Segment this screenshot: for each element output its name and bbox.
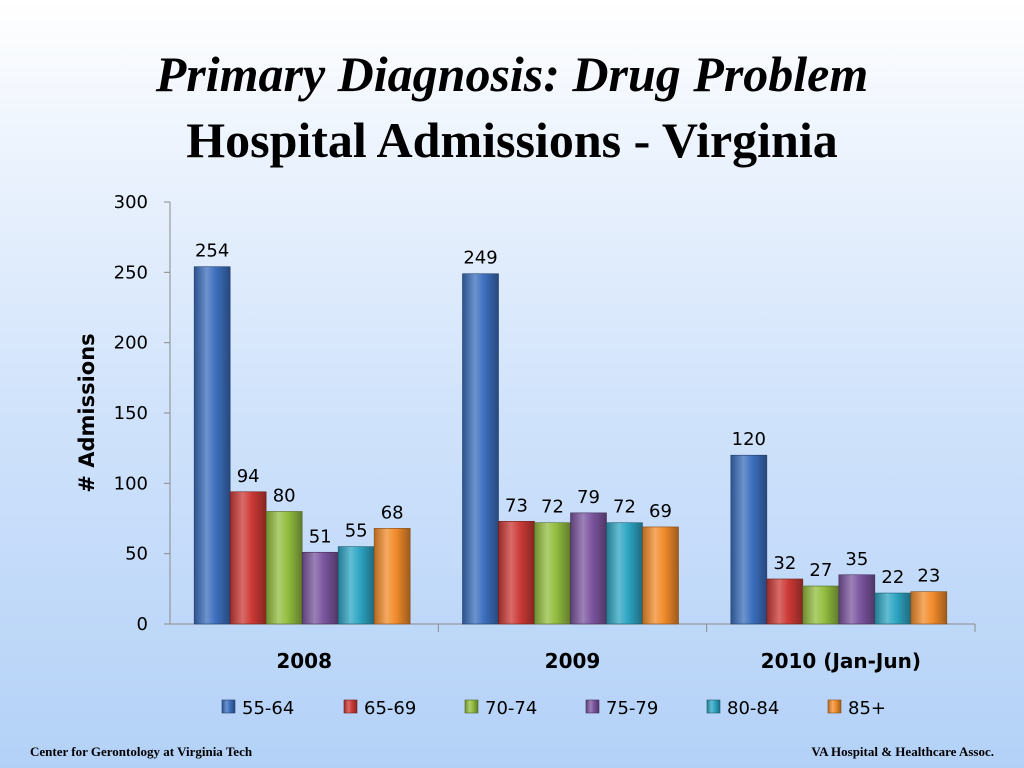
data-label: 120 xyxy=(732,429,766,450)
x-category-label: 2009 xyxy=(545,649,601,673)
y-tick-label: 250 xyxy=(114,262,148,283)
legend-label: 70-74 xyxy=(485,698,537,719)
bar-75-79-2008 xyxy=(301,551,339,625)
data-label: 32 xyxy=(773,553,796,574)
bar-55-64-2008 xyxy=(193,266,231,625)
bar-70-74-2009 xyxy=(534,522,571,625)
chart-title-line-1: Primary Diagnosis: Drug Problem xyxy=(155,46,869,102)
y-tick-label: 150 xyxy=(114,403,148,424)
legend-label: 65-69 xyxy=(364,698,416,719)
bar-65-69-2009 xyxy=(498,521,535,625)
data-label: 23 xyxy=(917,566,940,587)
bar-chart: 0 50 100 150 200 250 300 # Admissions 2008 254 94 8… xyxy=(75,192,976,719)
bar-80-84-2009 xyxy=(606,522,643,625)
bar-65-69-2008 xyxy=(229,491,267,625)
data-label: 72 xyxy=(541,497,564,518)
bar-65-69-2010 (Jan-Jun) xyxy=(766,578,804,625)
legend-swatch-85+ xyxy=(827,699,842,714)
bar-85+-2010 (Jan-Jun) xyxy=(910,591,948,625)
bar-75-79-2009 xyxy=(570,512,607,625)
data-label: 79 xyxy=(577,487,600,508)
y-tick-label: 200 xyxy=(114,333,148,354)
x-category-label: 2010 (Jan-Jun) xyxy=(761,649,921,673)
y-axis-title: # Admissions xyxy=(75,333,99,492)
legend-swatch-80-84 xyxy=(706,699,721,714)
legend-swatch-75-79 xyxy=(585,699,600,714)
data-label: 55 xyxy=(345,521,368,542)
bar-85+-2008 xyxy=(373,528,411,625)
footer-source-right: VA Hospital & Healthcare Assoc. xyxy=(811,744,994,759)
y-tick-label: 0 xyxy=(137,614,148,635)
bar-70-74-2010 (Jan-Jun) xyxy=(802,585,840,625)
bar-55-64-2010 (Jan-Jun) xyxy=(730,454,768,625)
footer-source-left: Center for Gerontology at Virginia Tech xyxy=(30,744,253,759)
legend-swatch-55-64 xyxy=(221,699,236,714)
y-tick-label: 100 xyxy=(114,473,148,494)
y-tick-label: 300 xyxy=(114,192,148,213)
data-label: 80 xyxy=(273,485,296,506)
legend-label: 75-79 xyxy=(606,698,658,719)
bar-85+-2009 xyxy=(642,526,679,625)
data-label: 22 xyxy=(881,567,904,588)
data-label: 254 xyxy=(195,241,229,262)
bar-80-84-2010 (Jan-Jun) xyxy=(874,592,912,625)
data-label: 73 xyxy=(505,495,528,516)
data-label: 35 xyxy=(845,549,868,570)
data-label: 249 xyxy=(463,248,497,269)
data-label: 72 xyxy=(613,497,636,518)
data-label: 51 xyxy=(309,526,332,547)
legend-label: 80-84 xyxy=(727,698,779,719)
x-category-label: 2008 xyxy=(276,649,332,673)
bar-70-74-2008 xyxy=(265,511,303,625)
bar-55-64-2009 xyxy=(462,273,499,625)
legend-swatch-65-69 xyxy=(343,699,358,714)
data-label: 94 xyxy=(237,466,260,487)
legend-label: 85+ xyxy=(848,698,886,719)
bar-80-84-2008 xyxy=(337,546,375,625)
legend-swatch-70-74 xyxy=(464,699,479,714)
chart-title-line-2: Hospital Admissions - Virginia xyxy=(186,112,838,168)
legend-label: 55-64 xyxy=(242,698,294,719)
data-label: 69 xyxy=(649,501,672,522)
data-label: 27 xyxy=(809,560,832,581)
y-tick-label: 50 xyxy=(125,544,148,565)
bar-75-79-2010 (Jan-Jun) xyxy=(838,574,876,625)
data-label: 68 xyxy=(381,502,404,523)
